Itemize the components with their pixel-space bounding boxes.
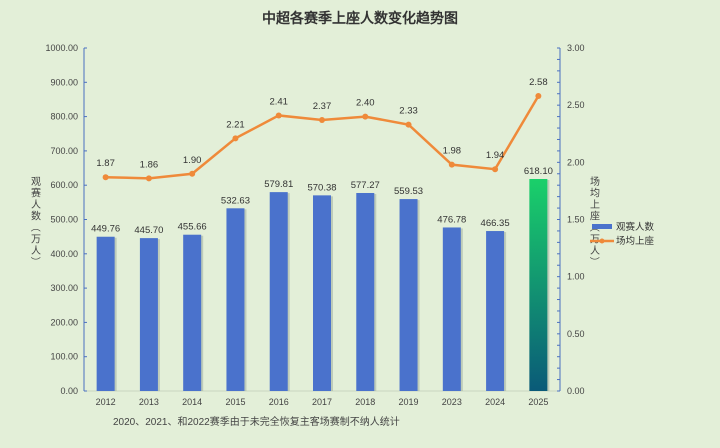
bar-2023 <box>442 227 461 391</box>
x-tick-label: 2013 <box>139 397 159 407</box>
svg-text:赛: 赛 <box>31 187 41 200</box>
x-tick-label: 2019 <box>399 397 419 407</box>
right-tick-label: 1.50 <box>567 215 585 225</box>
bar-value-label: 579.81 <box>264 179 293 190</box>
bar-value-label: 455.66 <box>178 222 207 233</box>
svg-text:）: ） <box>588 257 600 267</box>
svg-text:数: 数 <box>31 210 41 223</box>
left-tick-label: 0.00 <box>60 386 78 396</box>
bar-2019 <box>399 199 418 391</box>
bar-value-label: 445.70 <box>134 225 163 236</box>
left-tick-label: 600.00 <box>50 180 78 190</box>
bar-value-label: 476.78 <box>437 214 466 225</box>
line-value-label: 1.86 <box>140 159 159 170</box>
line-point-2015 <box>232 135 239 142</box>
line-value-label: 1.87 <box>96 158 115 169</box>
line-value-label: 1.94 <box>486 150 505 161</box>
left-tick-label: 300.00 <box>50 283 78 293</box>
bar-2013 <box>139 238 158 391</box>
line-point-2024 <box>492 166 499 173</box>
right-tick-label: 2.00 <box>567 157 585 167</box>
line-point-2013 <box>145 175 152 182</box>
bar-2024 <box>486 231 505 391</box>
line-point-2023 <box>448 161 455 168</box>
x-tick-label: 2024 <box>485 397 505 407</box>
bar-value-label: 559.53 <box>394 186 423 197</box>
right-tick-label: 0.50 <box>567 329 585 339</box>
left-tick-label: 700.00 <box>50 146 78 156</box>
line-point-2016 <box>275 112 282 119</box>
bar-2017 <box>313 195 331 391</box>
right-tick-label: 2.50 <box>567 100 585 110</box>
legend-swatch-bars <box>592 224 612 229</box>
left-tick-label: 400.00 <box>50 249 78 259</box>
left-tick-label: 100.00 <box>50 352 78 362</box>
line-point-2019 <box>405 121 412 128</box>
svg-text:人: 人 <box>31 245 41 257</box>
x-tick-label: 2025 <box>528 397 548 407</box>
line-point-2018 <box>362 113 369 120</box>
line-value-label: 2.58 <box>529 77 548 88</box>
left-tick-label: 1000.00 <box>45 43 78 53</box>
legend: 观赛人数 场均上座 <box>590 221 655 247</box>
bar-value-label: 577.27 <box>351 180 380 191</box>
svg-text:万: 万 <box>31 235 41 246</box>
x-tick-label: 2016 <box>269 397 289 407</box>
svg-text:场: 场 <box>590 175 600 188</box>
left-tick-label: 200.00 <box>50 317 78 327</box>
x-tick-label: 2014 <box>182 397 202 407</box>
line-value-label: 2.21 <box>226 119 245 130</box>
x-tick-label: 2018 <box>355 397 375 407</box>
x-tick-label: 2012 <box>96 397 116 407</box>
line-point-2012 <box>102 174 109 181</box>
legend-marker-line <box>599 238 605 244</box>
svg-text:（: （ <box>29 222 41 232</box>
chart-title: 中超各赛季上座人数变化趋势图 <box>262 10 458 26</box>
footnote: 2020、2021、和2022赛季由于未完全恢复主客场赛制不纳人统计 <box>113 415 400 428</box>
left-axis-title: 观赛人数（万人） <box>29 176 41 267</box>
left-tick-label: 900.00 <box>50 77 78 87</box>
line-value-label: 2.41 <box>269 96 288 107</box>
legend-label-line: 场均上座 <box>616 235 655 247</box>
line-value-label: 2.37 <box>313 101 332 112</box>
svg-text:观: 观 <box>31 176 41 188</box>
bar-2016 <box>269 192 288 391</box>
line-point-2017 <box>319 117 325 124</box>
left-tick-label: 500.00 <box>50 215 78 225</box>
right-axis-title: 场均上座（万人） <box>588 175 600 267</box>
right-tick-label: 1.00 <box>567 272 585 282</box>
bar-value-label: 532.63 <box>221 195 250 206</box>
bar-2012 <box>96 236 115 391</box>
svg-text:）: ） <box>29 257 41 267</box>
x-tick-label: 2023 <box>442 397 462 407</box>
bar-2014 <box>183 234 202 391</box>
bar-value-label: 449.76 <box>91 224 120 235</box>
svg-text:座: 座 <box>590 210 600 223</box>
legend-label-bars: 观赛人数 <box>616 221 655 233</box>
bar-2018 <box>356 192 375 391</box>
left-tick-label: 800.00 <box>50 112 78 122</box>
x-tick-label: 2017 <box>312 397 332 407</box>
bar-value-label: 570.38 <box>307 182 336 193</box>
line-point-2014 <box>189 170 196 177</box>
svg-text:均: 均 <box>590 188 600 200</box>
line-value-label: 2.33 <box>399 106 418 117</box>
line-value-label: 2.40 <box>356 98 375 109</box>
right-tick-label: 0.00 <box>567 386 585 396</box>
bar-2015 <box>226 208 245 391</box>
right-tick-label: 3.00 <box>567 43 585 53</box>
bar-value-label: 466.35 <box>481 218 510 229</box>
line-point-2025 <box>535 93 542 100</box>
svg-text:人: 人 <box>31 199 41 211</box>
svg-text:上: 上 <box>590 199 600 211</box>
bar-2025 <box>529 178 548 391</box>
svg-text:人: 人 <box>590 245 600 257</box>
x-tick-label: 2015 <box>225 397 245 407</box>
bar-value-label: 618.10 <box>524 166 553 177</box>
line-value-label: 1.90 <box>183 155 202 166</box>
line-value-label: 1.98 <box>443 146 462 157</box>
